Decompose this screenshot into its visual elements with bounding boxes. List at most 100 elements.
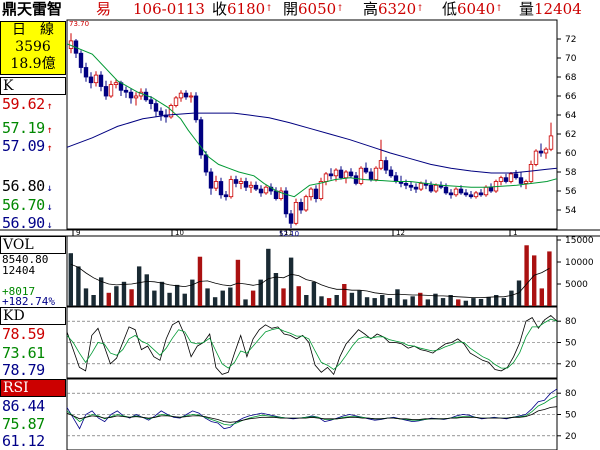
- volume-bar: [144, 274, 149, 306]
- volume-bar: [547, 251, 552, 306]
- vol-today-value: 12404: [2, 264, 36, 277]
- candle-up: [133, 95, 139, 99]
- volume-tick-label: 15000: [565, 236, 594, 246]
- candle-down: [428, 184, 434, 192]
- k-value-3: 57.09 ↑: [2, 137, 53, 157]
- trade-label: 易: [96, 0, 112, 18]
- volume-bar: [539, 288, 545, 306]
- month-label: 9: [76, 229, 80, 237]
- candle-down: [338, 169, 344, 179]
- candle-down: [403, 182, 409, 186]
- rsi-panel-label[interactable]: RSI: [0, 379, 66, 397]
- volume-bars-group: [68, 245, 552, 306]
- candle-down: [128, 91, 134, 99]
- candle-down: [243, 181, 249, 188]
- k-value-text: 57.09: [2, 137, 45, 155]
- kd-tick-label: 20: [565, 360, 577, 370]
- open-up-arrow-icon: ↑: [336, 4, 344, 14]
- volume-bar: [319, 296, 324, 306]
- volume-bar: [273, 273, 279, 306]
- volume-bar: [471, 298, 476, 306]
- stock-name: 鼎天雷智: [2, 0, 63, 18]
- info-amount: 18.9億: [10, 56, 56, 72]
- candle-up: [263, 186, 269, 194]
- up-arrow-icon: ↑: [46, 101, 53, 112]
- candle-up: [523, 181, 529, 184]
- volume-ma-line: [70, 263, 550, 298]
- volume-bar: [494, 295, 499, 306]
- month-label: 12: [396, 229, 405, 237]
- candle-up: [293, 201, 299, 224]
- price-tick-label: 62: [565, 130, 576, 140]
- volume-bar: [190, 279, 195, 306]
- volume-bar: [501, 298, 507, 306]
- month-label: 1: [513, 229, 517, 237]
- candle-down: [258, 188, 264, 194]
- rsi-line-2: [66, 395, 558, 426]
- month-label: 11: [284, 229, 293, 237]
- k-value-1: 59.62 ↑: [2, 95, 53, 115]
- candle-down: [443, 186, 449, 194]
- candle-down: [218, 181, 224, 196]
- k-value-6: 56.90 ↓: [2, 215, 53, 234]
- volume-tick-label: 10000: [565, 258, 594, 268]
- candle-down: [288, 213, 294, 224]
- high-label: 高: [363, 0, 379, 18]
- candle-up: [213, 181, 219, 189]
- vol-panel-label[interactable]: VOL: [0, 236, 66, 254]
- volume-bar: [486, 297, 491, 306]
- candle-down: [103, 86, 109, 97]
- volume-bar: [258, 279, 263, 306]
- candle-down: [273, 190, 279, 199]
- down-arrow-icon: ↓: [46, 220, 53, 231]
- volume-bar: [296, 286, 301, 306]
- volume-bar: [478, 298, 484, 306]
- volume-bar: [182, 293, 187, 306]
- candle-down: [313, 188, 319, 200]
- candle-down: [448, 192, 454, 196]
- price-tick-label: 58: [565, 168, 577, 178]
- vol-change-percent: +182.74%: [2, 295, 55, 308]
- candle-down: [488, 186, 494, 192]
- candle-down: [153, 103, 159, 112]
- candle-down: [78, 52, 84, 68]
- volume-bar: [281, 288, 286, 306]
- k-panel-label[interactable]: K: [0, 77, 66, 95]
- rsi-value-3: 61.12: [2, 432, 45, 450]
- volume-bar: [372, 298, 377, 306]
- volume-bar: [524, 245, 529, 306]
- open-quote: 開6050↑: [283, 0, 344, 18]
- candle-down: [538, 150, 544, 154]
- k-value-text: 59.62: [2, 95, 45, 113]
- period-info-box: 日 線 3596 18.9億: [0, 21, 66, 75]
- candle-up: [178, 92, 184, 99]
- volume-bar: [387, 298, 393, 306]
- candle-up: [303, 196, 309, 211]
- candle-down: [283, 190, 289, 215]
- volume-bar: [516, 280, 522, 306]
- candle-down: [513, 173, 519, 179]
- price-tick-label: 54: [565, 206, 577, 216]
- volume-bar: [509, 290, 514, 306]
- volume-bar: [334, 295, 339, 306]
- volume-bar: [532, 255, 537, 306]
- volume-bar: [456, 299, 461, 306]
- k-value-text: 56.70: [2, 196, 45, 214]
- quote-header: 鼎天雷智 易 106-0113 收6180↑ 開6050↑ 高6320↑ 低60…: [0, 0, 600, 18]
- volume-bar: [463, 300, 469, 306]
- candle-up: [433, 184, 439, 192]
- volume-bar: [304, 295, 309, 306]
- down-arrow-icon: ↓: [46, 183, 53, 194]
- candle-down: [148, 99, 154, 105]
- volume-bar: [212, 297, 218, 306]
- price-tick-label: 64: [565, 111, 577, 121]
- kd-panel-label[interactable]: KD: [0, 307, 66, 325]
- kd-tick-label: 80: [565, 317, 577, 327]
- month-label: 10: [175, 229, 184, 237]
- volume-bar: [357, 290, 362, 306]
- volume-tick-label: 5000: [565, 280, 588, 290]
- candle-up: [108, 84, 114, 97]
- candle-up: [113, 82, 119, 85]
- candle-down: [393, 175, 399, 182]
